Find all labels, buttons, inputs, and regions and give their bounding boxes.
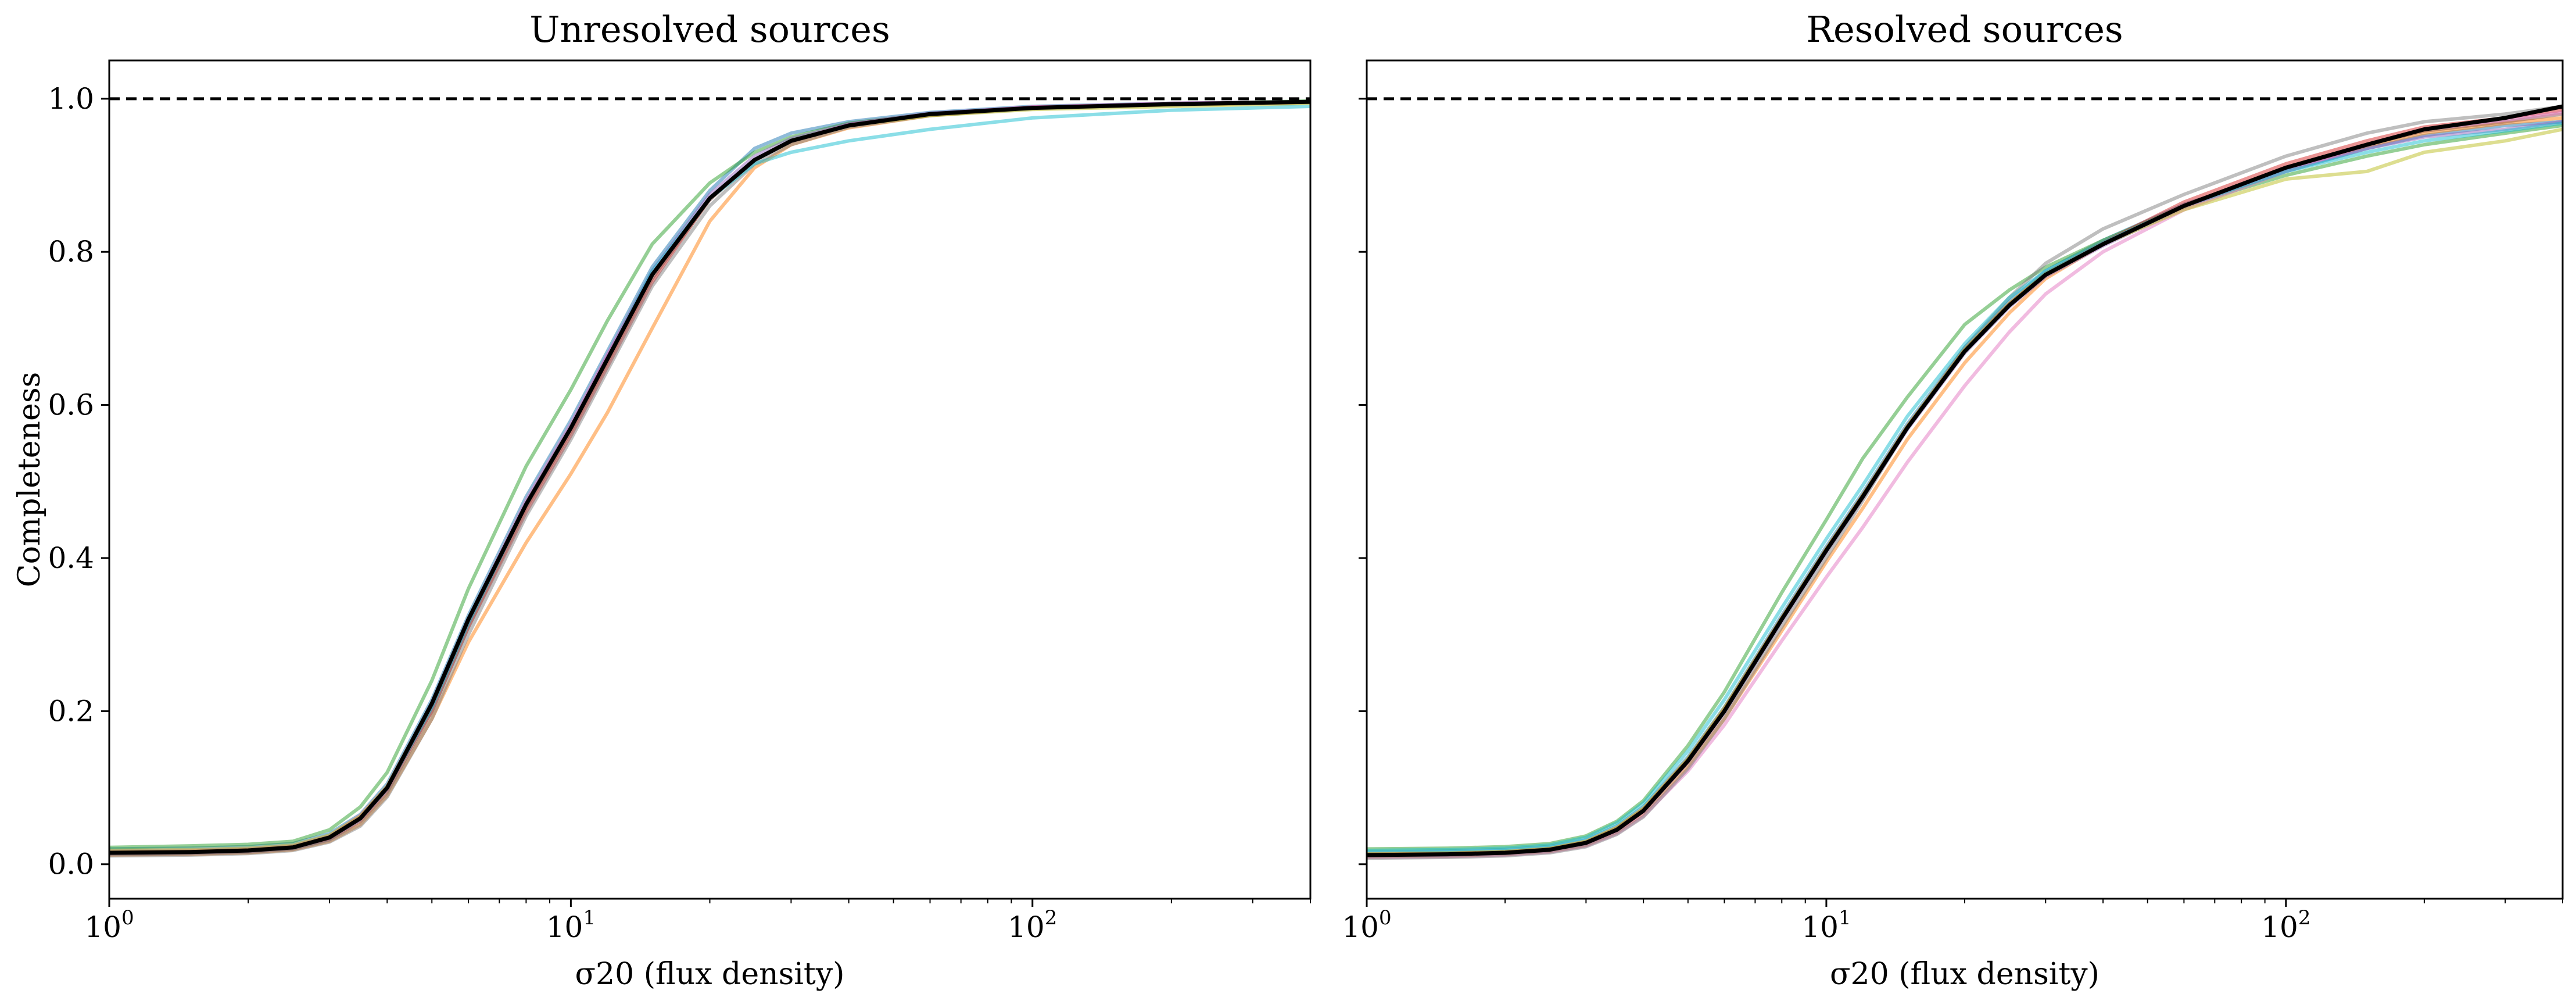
x-axis-label: σ20 (flux density) xyxy=(1830,957,2100,992)
x-tick-label: 101 xyxy=(546,906,596,944)
plot-area xyxy=(1367,97,2563,860)
x-tick-label: 102 xyxy=(1008,906,1057,944)
plot-area xyxy=(109,97,1310,858)
y-tick-label: 0.6 xyxy=(48,388,94,422)
panel-resolved-sources: 100 101 102 Resolved sources σ20 (flux densi… xyxy=(1342,8,2564,992)
x-tick-label: 102 xyxy=(2261,906,2310,944)
y-tick-label: 0.2 xyxy=(48,694,94,728)
y-tick-label: 1.0 xyxy=(48,82,94,116)
panel-unresolved-sources: 0.0 0.2 0.4 0.6 0.8 1.0 100 101 102 Unresolved so… xyxy=(12,8,1312,992)
x-tick-label: 100 xyxy=(84,906,134,944)
y-tick-label: 0.8 xyxy=(48,235,94,269)
y-tick-label: 0.0 xyxy=(48,848,94,881)
series-line-9 xyxy=(1367,121,2563,852)
median-line xyxy=(1367,104,2563,857)
x-tick-label: 101 xyxy=(1801,906,1851,944)
x-tick-label: 100 xyxy=(1342,906,1391,944)
x-axis-label: σ20 (flux density) xyxy=(575,957,845,992)
median-line xyxy=(109,99,1310,855)
panel-title: Resolved sources xyxy=(1806,8,2123,51)
y-axis-label: Completeness xyxy=(12,372,47,587)
panel-title: Unresolved sources xyxy=(529,8,890,51)
y-tick-label: 0.4 xyxy=(48,541,94,575)
series-line-7 xyxy=(1367,105,2563,860)
